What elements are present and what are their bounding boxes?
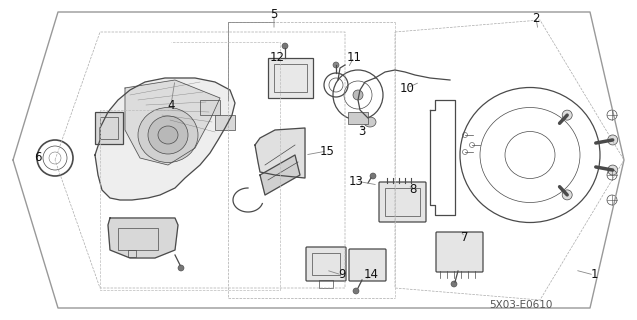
Circle shape [353,288,359,294]
Bar [215,115,235,130]
Text: 14: 14 [364,268,378,282]
Circle shape [282,43,288,49]
Bar [128,250,136,257]
Text: 9: 9 [338,268,346,282]
Text: 10: 10 [399,82,415,94]
Bar [118,228,158,250]
FancyBboxPatch shape [306,247,346,281]
Text: 8: 8 [410,182,417,196]
FancyBboxPatch shape [349,249,386,281]
Circle shape [562,110,572,120]
Circle shape [333,62,339,68]
Text: 12: 12 [269,51,285,63]
Circle shape [608,165,618,175]
Bar [100,117,118,139]
Circle shape [353,90,363,100]
Polygon shape [95,78,235,200]
Text: 6: 6 [34,150,42,164]
Circle shape [451,281,457,287]
Circle shape [178,265,184,271]
Bar [319,280,333,288]
Bar [200,100,220,115]
Text: 15: 15 [320,145,334,157]
Circle shape [370,173,376,179]
Bar [268,58,313,98]
Text: 1: 1 [590,268,598,282]
Text: 4: 4 [168,99,175,111]
Polygon shape [260,155,300,195]
Text: 3: 3 [358,124,366,138]
Text: 5X03-E0610: 5X03-E0610 [489,300,553,310]
Circle shape [608,135,618,145]
Bar [348,112,368,124]
Bar [95,112,123,144]
Text: 13: 13 [348,174,364,188]
Bar [312,253,340,275]
Bar [385,188,420,216]
FancyBboxPatch shape [436,232,483,272]
Ellipse shape [364,117,376,127]
Circle shape [562,190,572,200]
Ellipse shape [148,116,188,154]
FancyBboxPatch shape [379,182,426,222]
Polygon shape [255,128,305,178]
Polygon shape [125,80,220,165]
Bar [274,64,307,92]
Polygon shape [108,218,178,258]
Text: 7: 7 [461,230,469,244]
Text: 11: 11 [347,51,362,63]
Ellipse shape [138,108,198,163]
Text: 5: 5 [270,7,278,20]
Text: 2: 2 [533,12,540,25]
Ellipse shape [158,126,178,144]
